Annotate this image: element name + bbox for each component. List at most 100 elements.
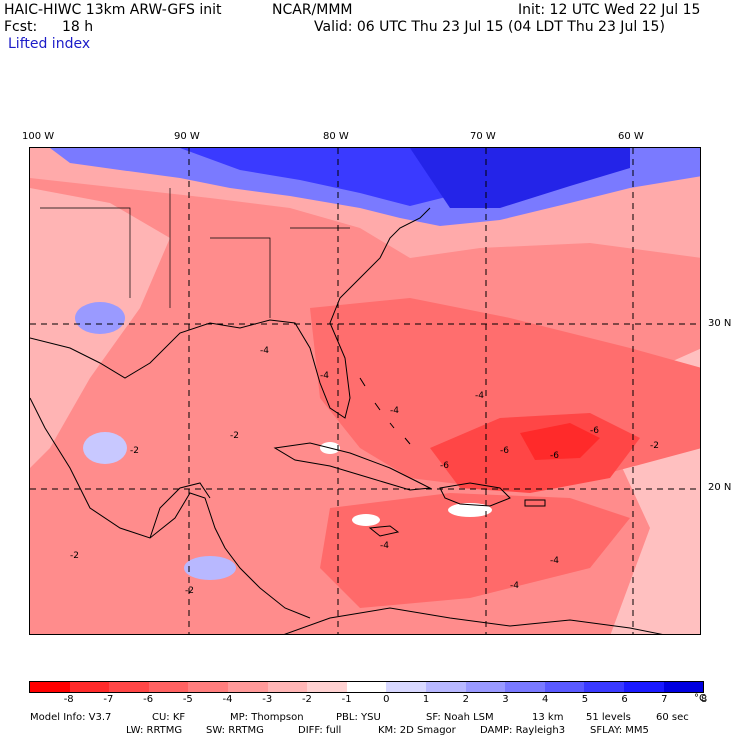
legend-tick: 6 bbox=[621, 694, 628, 705]
lon-label-80w: 80 W bbox=[323, 131, 349, 142]
legend-tick: -1 bbox=[341, 694, 352, 705]
model-title: HAIC-HIWC 13km ARW-GFS init bbox=[4, 2, 222, 18]
legend-tick: -4 bbox=[222, 694, 233, 705]
political-borders bbox=[40, 188, 350, 318]
footer-model-info: Model Info: V3.7 bbox=[30, 712, 112, 723]
legend-tick: 7 bbox=[661, 694, 668, 705]
lon-label-90w: 90 W bbox=[174, 131, 200, 142]
contour-label: -2 bbox=[70, 551, 79, 561]
legend-swatch bbox=[465, 682, 506, 692]
coast-mexico bbox=[30, 397, 311, 619]
legend-tick: 0 bbox=[383, 694, 390, 705]
coast-hispaniola bbox=[439, 482, 511, 507]
field-max-core bbox=[520, 423, 600, 460]
legend-swatch bbox=[109, 682, 149, 692]
legend-swatch bbox=[663, 682, 704, 692]
footer-diff: DIFF: full bbox=[298, 725, 342, 736]
contour-label: -4 bbox=[320, 371, 329, 381]
legend-swatch bbox=[307, 682, 347, 692]
legend-swatch bbox=[584, 682, 624, 692]
contour-label: -4 bbox=[390, 406, 399, 416]
footer-sf: SF: Noah LSM bbox=[426, 712, 494, 723]
forecast-hour: 18 h bbox=[62, 19, 94, 35]
contour-label: -6 bbox=[500, 446, 509, 456]
contour-label: -2 bbox=[650, 441, 659, 451]
legend-swatch bbox=[505, 682, 545, 692]
lon-label-100w: 100 W bbox=[22, 131, 55, 142]
footer-mp: MP: Thompson bbox=[230, 712, 304, 723]
contour-label: -4 bbox=[510, 581, 519, 591]
contour-label: -6 bbox=[550, 451, 559, 461]
lifted-index-map: -2 -2 -2 -4 -4 -4 -4 -4 -6 -6 -6 -6 -2 -… bbox=[29, 147, 701, 635]
footer-timestep: 60 sec bbox=[656, 712, 689, 723]
legend-colorbar bbox=[29, 681, 704, 693]
footer-resolution: 13 km bbox=[532, 712, 564, 723]
coast-yucatan bbox=[149, 482, 211, 539]
contour-label: -6 bbox=[590, 426, 599, 436]
legend-swatch bbox=[267, 682, 308, 692]
map-canvas: -2 -2 -2 -4 -4 -4 -4 -4 -6 -6 -6 -6 -2 -… bbox=[30, 148, 700, 634]
center-label: NCAR/MMM bbox=[272, 2, 353, 18]
coast-bahamas bbox=[359, 377, 411, 445]
legend-swatch bbox=[148, 682, 189, 692]
legend-tick: 4 bbox=[541, 694, 549, 705]
legend-swatch bbox=[425, 682, 466, 692]
legend-tick: 5 bbox=[581, 694, 589, 705]
graticule bbox=[30, 148, 700, 634]
legend-swatch bbox=[188, 682, 228, 692]
coast-cuba bbox=[273, 442, 432, 491]
contour-label: -4 bbox=[260, 346, 269, 356]
contour-label: -2 bbox=[130, 446, 139, 456]
footer-levels: 51 levels bbox=[586, 712, 631, 723]
lon-label-70w: 70 W bbox=[470, 131, 496, 142]
legend-tick: -3 bbox=[262, 694, 273, 705]
footer-lw: LW: RRTMG bbox=[126, 725, 183, 736]
field-name: Lifted index bbox=[8, 36, 91, 52]
legend-swatch bbox=[30, 682, 70, 692]
field-blue-central-america bbox=[184, 556, 236, 580]
field-white-cuba bbox=[352, 514, 380, 526]
valid-time: Valid: 06 UTC Thu 23 Jul 15 (04 LDT Thu … bbox=[314, 19, 665, 35]
init-time: Init: 12 UTC Wed 22 Jul 15 bbox=[518, 2, 701, 18]
footer-cu: CU: KF bbox=[152, 712, 186, 723]
legend-swatch bbox=[623, 682, 664, 692]
field-blue-mexico bbox=[83, 432, 127, 464]
footer-damp: DAMP: Rayleigh3 bbox=[480, 725, 566, 736]
legend-unit: °C bbox=[694, 693, 706, 704]
legend-swatch bbox=[69, 682, 110, 692]
legend-tick: -7 bbox=[103, 694, 114, 705]
contour-label: -4 bbox=[380, 541, 389, 551]
legend-tick: -6 bbox=[143, 694, 154, 705]
footer-km: KM: 2D Smagor bbox=[378, 725, 456, 736]
coast-jamaica bbox=[368, 525, 400, 537]
field-blue-atlantic bbox=[410, 148, 630, 208]
lat-label-20n: 20 N bbox=[708, 482, 732, 493]
coast-south-america bbox=[284, 607, 663, 634]
legend-swatch bbox=[386, 682, 426, 692]
forecast-label: Fcst: bbox=[4, 19, 38, 35]
coast-us bbox=[30, 207, 431, 419]
legend-tick: 2 bbox=[462, 694, 469, 705]
field-blue-core bbox=[180, 148, 490, 206]
coast-puerto-rico bbox=[524, 499, 546, 507]
legend-tick: -2 bbox=[301, 694, 312, 705]
footer-sw: SW: RRTMG bbox=[206, 725, 264, 736]
coastlines bbox=[30, 188, 663, 634]
lon-label-60w: 60 W bbox=[618, 131, 644, 142]
field-mid-caribbean bbox=[320, 493, 630, 608]
contour-label: -6 bbox=[440, 461, 449, 471]
contour-label: -4 bbox=[475, 391, 484, 401]
legend-swatch bbox=[346, 682, 387, 692]
legend-swatch bbox=[227, 682, 268, 692]
field-blue-texas bbox=[75, 302, 125, 334]
lat-label-30n: 30 N bbox=[708, 318, 732, 329]
contour-label: -2 bbox=[230, 431, 239, 441]
field-white-hispaniola bbox=[448, 503, 492, 517]
contour-label: -2 bbox=[185, 586, 194, 596]
footer-sflay: SFLAY: MM5 bbox=[590, 725, 649, 736]
legend-tick: -8 bbox=[63, 694, 74, 705]
legend-tick: 8 bbox=[700, 694, 708, 705]
legend-tick: 1 bbox=[422, 694, 430, 705]
legend-tick: 3 bbox=[502, 694, 509, 705]
legend-swatch bbox=[544, 682, 585, 692]
